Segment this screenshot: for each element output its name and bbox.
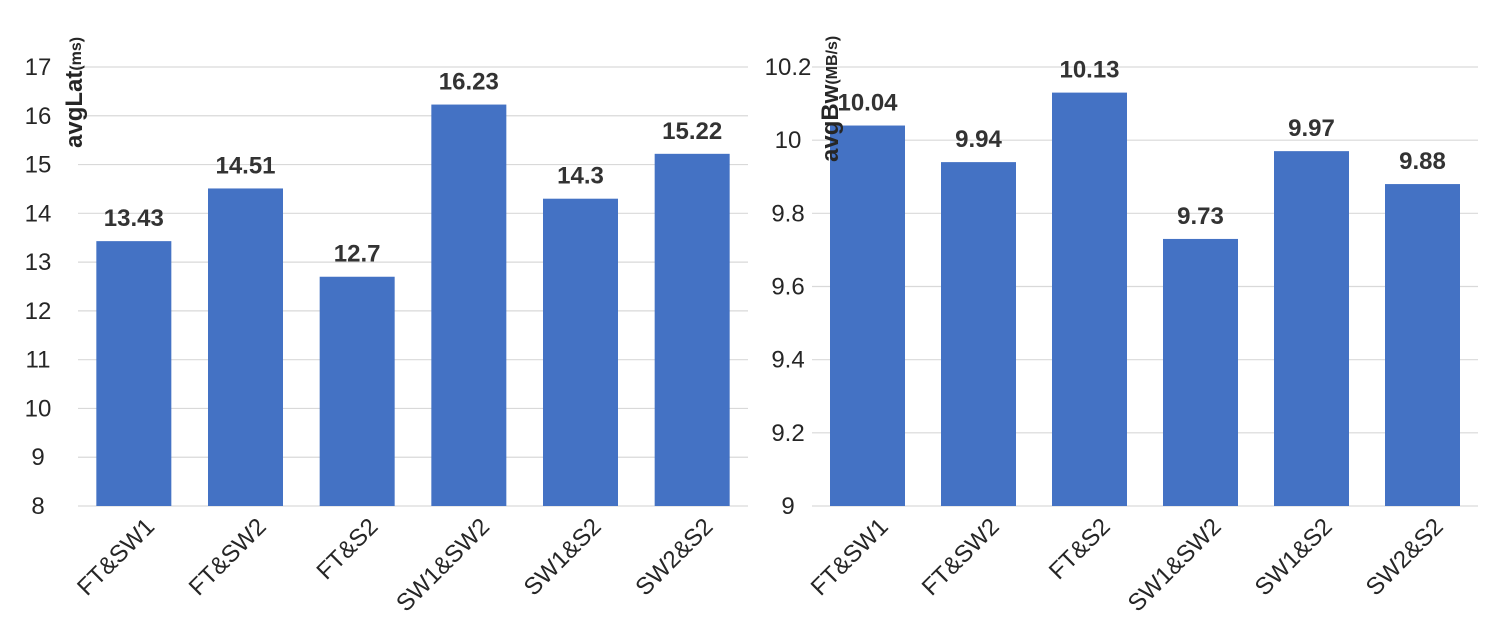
latency-chart-panel: 8 9 10 11 12 13 14 15 16 17 13.43 FT&SW1 14.51 FT&SW2… — [25, 37, 748, 617]
latency-bar — [96, 241, 172, 507]
latency-x-tick-label: SW1&S2 — [519, 513, 607, 601]
latency-bar — [319, 276, 395, 506]
latency-x-tick-label: FT&S2 — [312, 513, 384, 585]
bandwidth-bar — [1385, 184, 1460, 507]
bandwidth-bar — [830, 125, 905, 507]
bandwidth-x-tick-label: FT&SW1 — [806, 513, 894, 601]
bandwidth-x-tick-label: SW1&SW2 — [1123, 513, 1227, 617]
latency-y-tick-label: 8 — [31, 493, 44, 520]
latency-y-tick-label: 15 — [25, 152, 52, 179]
bandwidth-y-tick-label: 9.6 — [771, 274, 804, 301]
bandwidth-data-label: 10.04 — [837, 90, 898, 117]
latency-x-tick-label: FT&SW1 — [72, 513, 160, 601]
latency-y-tick-label: 14 — [25, 200, 52, 227]
bandwidth-bar — [1163, 238, 1238, 507]
latency-data-label: 15.22 — [662, 118, 722, 145]
latency-data-label: 12.7 — [334, 241, 381, 268]
bandwidth-y-axis-label: avgBw — [817, 84, 844, 162]
bandwidth-y-tick-label: 9 — [781, 493, 794, 520]
bandwidth-bar — [1052, 92, 1127, 506]
latency-y-axis-label: avgLat — [61, 71, 88, 148]
latency-y-axis-unit: (ms) — [68, 37, 85, 71]
latency-y-tick-label: 17 — [25, 54, 52, 81]
bandwidth-data-label: 9.73 — [1177, 203, 1224, 230]
bandwidth-y-tick-label: 10.2 — [765, 54, 812, 81]
bandwidth-bar-chart: 9 9.2 9.4 9.6 9.8 10 10.2 10.04 FT&SW1 9.94 FT&SW2… — [765, 36, 1478, 617]
bandwidth-x-tick-label: SW1&S2 — [1250, 513, 1338, 601]
latency-data-label: 16.23 — [439, 69, 499, 96]
bandwidth-y-axis-unit: (MB/s) — [824, 36, 841, 85]
latency-data-label: 14.51 — [215, 152, 275, 179]
bandwidth-bar — [941, 162, 1016, 506]
bandwidth-y-tick-label: 10 — [775, 127, 802, 154]
bandwidth-x-tick-label: FT&SW2 — [917, 513, 1005, 601]
bandwidth-bar — [1274, 151, 1349, 506]
latency-bar — [431, 104, 507, 506]
latency-y-axis-title: avgLat(ms) — [61, 37, 88, 148]
bandwidth-data-label: 10.13 — [1059, 57, 1119, 84]
latency-x-tick-label: SW2&S2 — [630, 513, 718, 601]
latency-y-tick-label: 13 — [25, 249, 52, 276]
latency-x-tick-label: FT&SW2 — [184, 513, 272, 601]
latency-bar — [654, 153, 730, 506]
latency-bar — [208, 188, 283, 506]
bandwidth-y-axis-title: avgBw(MB/s) — [817, 36, 844, 162]
bandwidth-x-tick-label: FT&S2 — [1044, 513, 1116, 585]
latency-data-label: 14.3 — [557, 163, 604, 190]
bandwidth-y-tick-label: 9.8 — [771, 200, 804, 227]
latency-y-tick-label: 11 — [26, 347, 51, 374]
latency-y-tick-label: 12 — [25, 298, 52, 325]
latency-bar-chart: 8 9 10 11 12 13 14 15 16 17 13.43 FT&SW1 14.51 FT&SW2… — [25, 37, 748, 617]
latency-y-tick-label: 16 — [25, 103, 52, 130]
latency-y-tick-label: 9 — [31, 444, 44, 471]
bandwidth-chart-panel: 9 9.2 9.4 9.6 9.8 10 10.2 10.04 FT&SW1 9.94 FT&SW2… — [750, 0, 1500, 640]
latency-x-tick-label: SW1&SW2 — [391, 513, 495, 617]
bandwidth-data-label: 9.94 — [955, 126, 1002, 153]
bandwidth-x-tick-label: SW2&S2 — [1361, 513, 1449, 601]
latency-data-label: 13.43 — [104, 205, 164, 232]
latency-y-tick-label: 10 — [25, 395, 52, 422]
bandwidth-data-label: 9.97 — [1288, 115, 1335, 142]
bandwidth-data-label: 9.88 — [1399, 148, 1446, 175]
bandwidth-y-tick-label: 9.4 — [771, 347, 804, 374]
bandwidth-y-tick-label: 9.2 — [771, 420, 804, 447]
latency-bar — [543, 198, 618, 506]
